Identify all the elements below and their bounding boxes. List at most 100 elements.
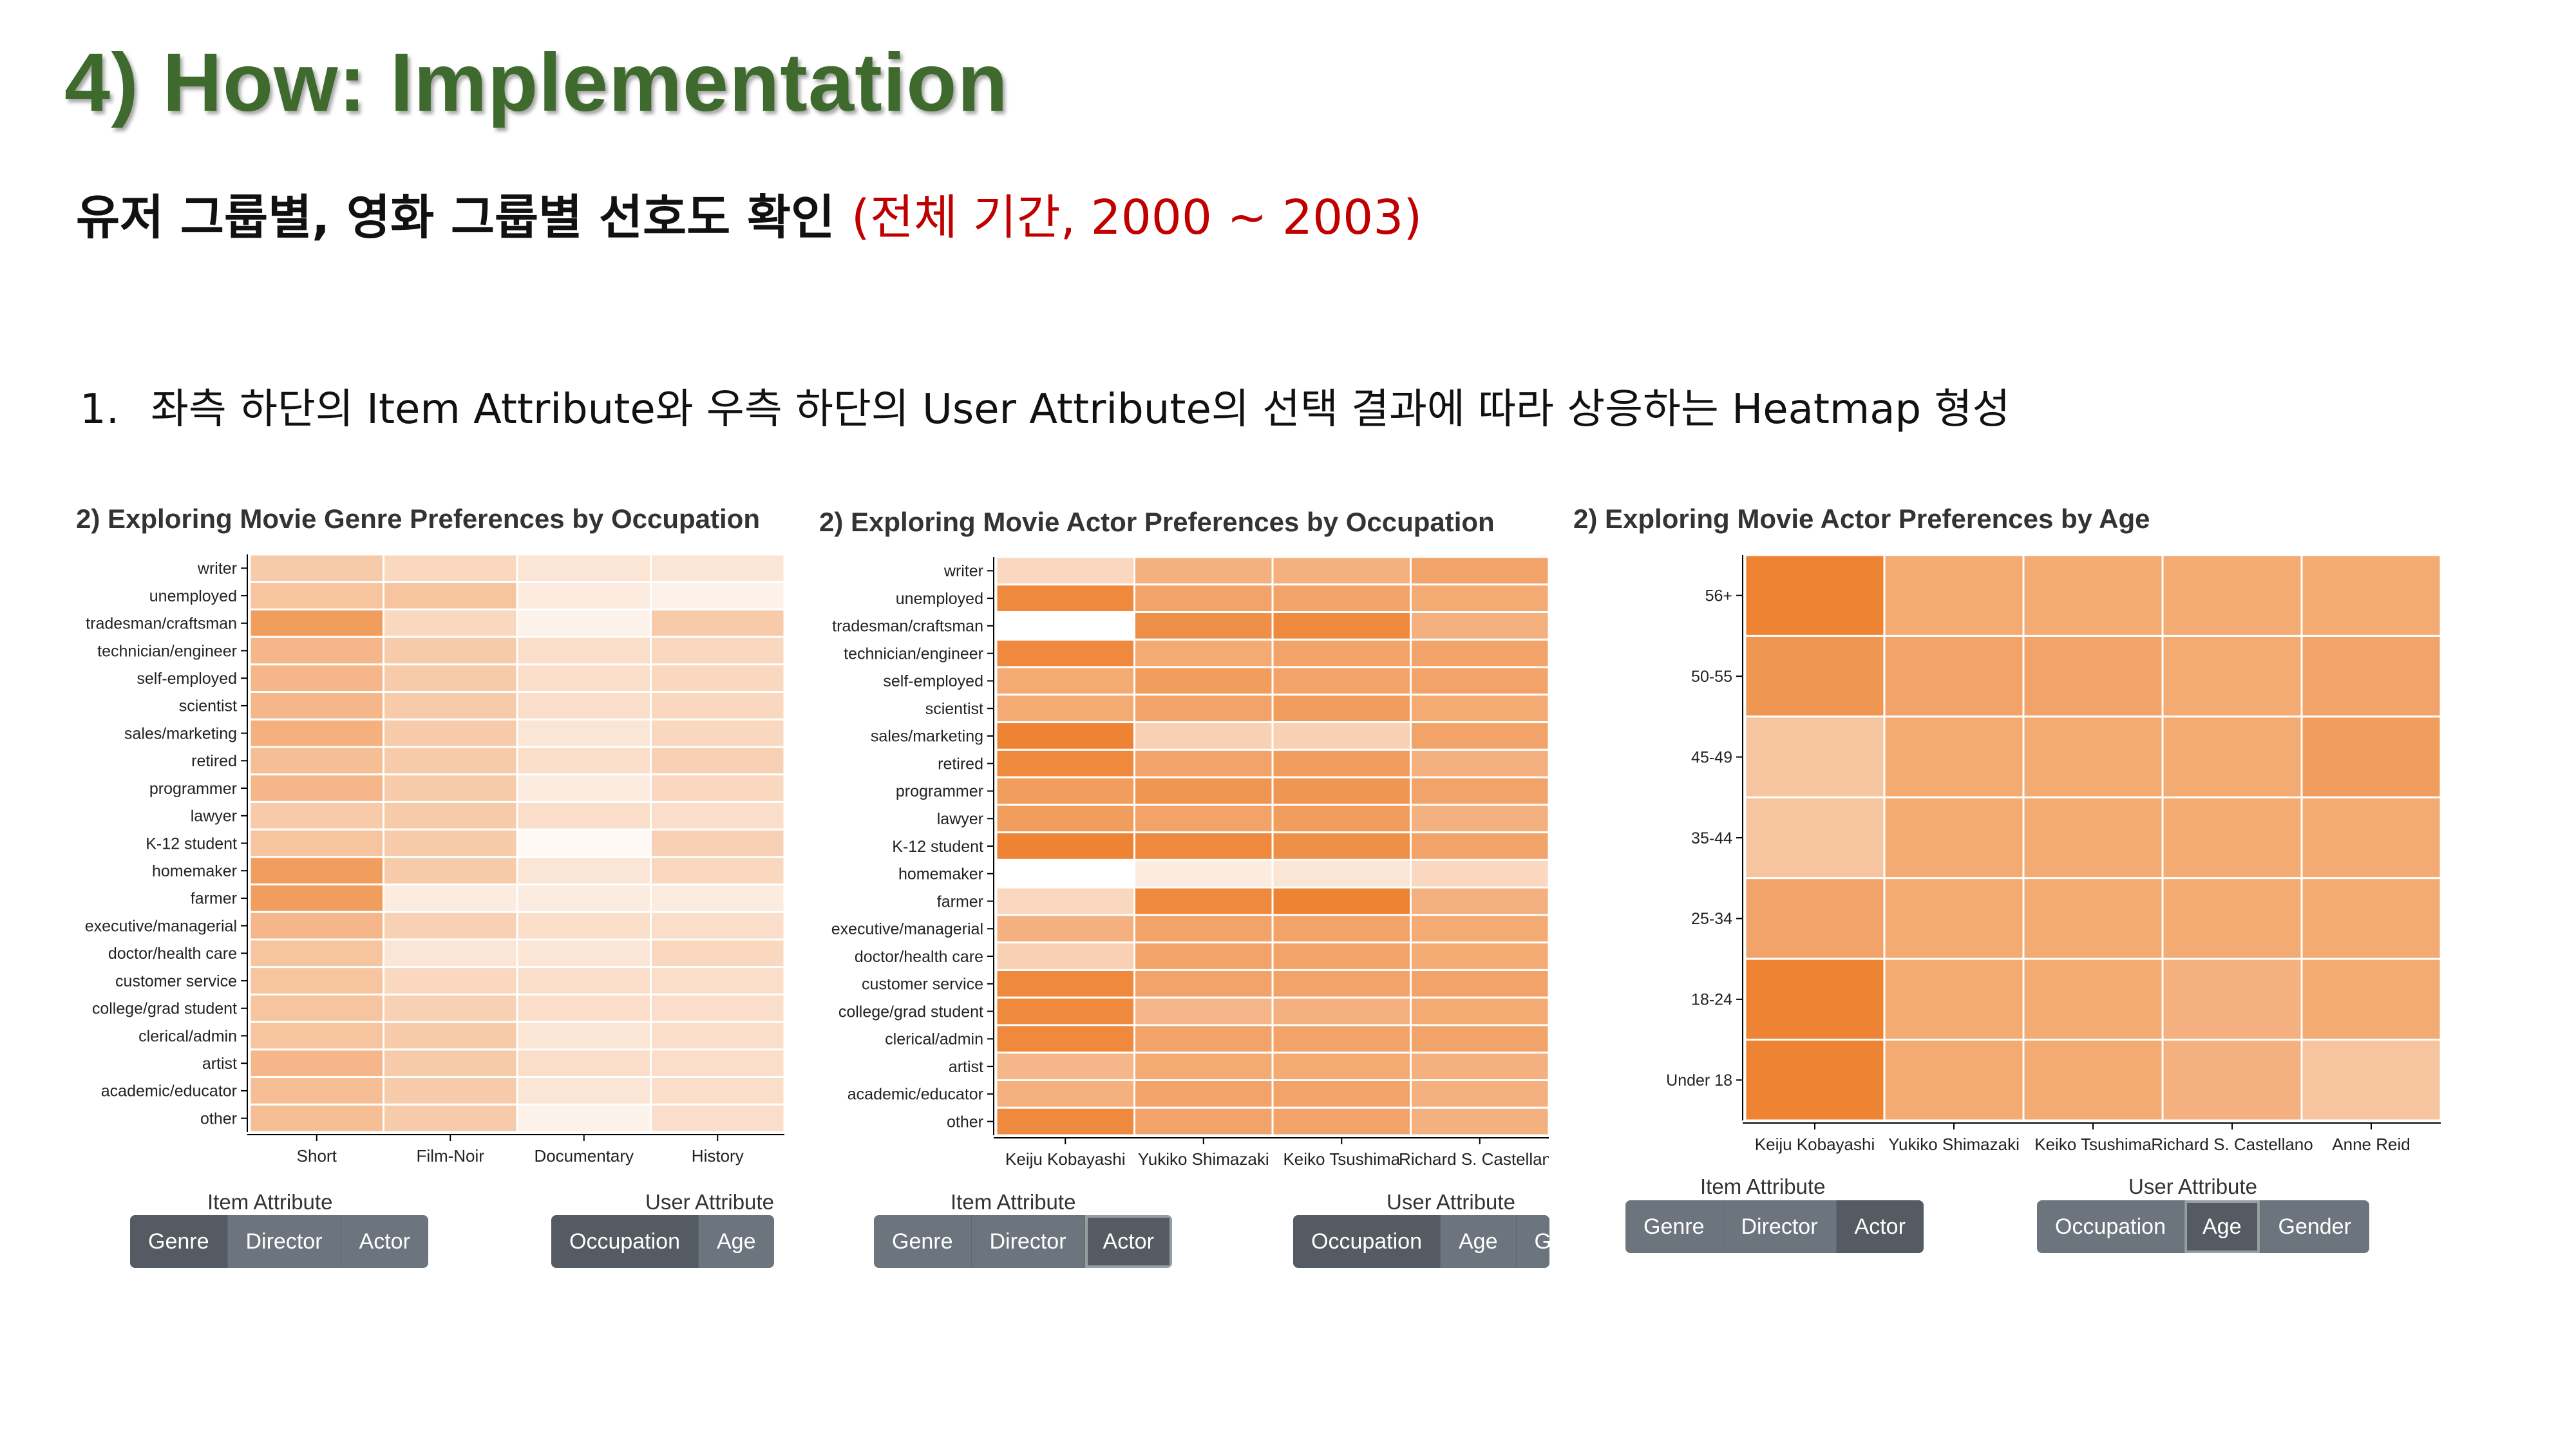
y-tick-label: executive/managerial — [85, 917, 237, 935]
heatmap-actor-age: 56+ 50-55 45-49 35-44 25-34 18-24 Under 18 Keij… — [1666, 554, 2442, 1154]
y-tick-label: other — [200, 1109, 237, 1128]
heatmap-cell — [383, 883, 518, 913]
x-axis-labels: Keiju Kobayashi Yukiko Shimazaki Keiko Tsu… — [1005, 1149, 1558, 1169]
heatmap-cell — [995, 556, 1135, 586]
user-attribute-group: Occupation Age — [551, 1215, 774, 1268]
y-tick-label: 35-44 — [1691, 829, 1732, 847]
heatmap-cell — [1883, 1039, 2025, 1122]
x-tick-label: Keiko Tsushima — [1283, 1149, 1400, 1169]
y-tick-label: unemployed — [896, 590, 983, 608]
subtitle-period: (전체 기간, 2000 ~ 2003) — [851, 190, 1423, 245]
age-button[interactable]: Age — [2184, 1200, 2260, 1253]
heatmap-cell — [249, 1103, 384, 1133]
heatmap-cell — [1744, 634, 1886, 718]
y-tick-label: retired — [191, 752, 237, 770]
heatmap-cell — [249, 883, 384, 913]
x-tick-label: Documentary — [534, 1146, 634, 1166]
heatmap-cell — [2022, 958, 2164, 1041]
heatmap-cell — [516, 856, 652, 886]
y-tick-label: self-employed — [883, 672, 983, 690]
actor-button[interactable]: Actor — [341, 1215, 428, 1268]
director-button[interactable]: Director — [227, 1215, 341, 1268]
actor-button[interactable]: Actor — [1836, 1200, 1924, 1253]
y-tick-label: scientist — [179, 697, 237, 715]
user-attribute-label: User Attribute — [645, 1190, 774, 1214]
y-tick-label: writer — [197, 560, 237, 578]
heatmap-cell — [1133, 1079, 1274, 1109]
heatmap-cell — [1133, 858, 1274, 889]
y-tick-label: writer — [943, 562, 983, 580]
occupation-button[interactable]: Occupation — [551, 1215, 699, 1268]
actor-button[interactable]: Actor — [1084, 1215, 1172, 1268]
genre-button[interactable]: Genre — [874, 1215, 972, 1268]
director-button[interactable]: Director — [1723, 1200, 1837, 1253]
heatmap-cell — [1133, 831, 1274, 861]
item-attribute-label: Item Attribute — [1700, 1175, 1826, 1198]
heatmap-cell — [2300, 1039, 2442, 1122]
occupation-button[interactable]: Occupation — [2037, 1200, 2184, 1253]
heatmap-cell — [516, 966, 652, 996]
gender-button[interactable]: Gender — [2260, 1200, 2369, 1253]
heatmap-cell — [1410, 1024, 1550, 1054]
x-tick-label: Keiju Kobayashi — [1755, 1135, 1875, 1154]
heatmap-cell — [1744, 958, 1886, 1041]
heatmap-cell — [1744, 554, 1886, 637]
heatmap-cell — [2161, 634, 2303, 718]
heatmap-cell — [1410, 968, 1550, 999]
y-tick-label: 25-34 — [1691, 910, 1732, 928]
heatmap-cell — [2300, 958, 2442, 1041]
y-tick-label: doctor/health care — [108, 945, 237, 963]
y-tick-label: Under 18 — [1666, 1072, 1732, 1090]
heatmap-cell — [650, 691, 786, 721]
bullet-text: 좌측 하단의 Item Attribute와 우측 하단의 User Attri… — [151, 386, 2011, 433]
heatmap-cell — [1410, 721, 1550, 751]
x-tick-label: Richard S. Castellano — [1399, 1149, 1558, 1169]
heatmap-cell — [650, 553, 786, 583]
heatmap-cell — [1271, 858, 1412, 889]
y-tick-label: clerical/admin — [885, 1030, 983, 1048]
occupation-button[interactable]: Occupation — [1293, 1215, 1441, 1268]
heatmap-cell — [2300, 796, 2442, 880]
director-button[interactable]: Director — [971, 1215, 1085, 1268]
y-tick-label: college/grad student — [92, 1000, 237, 1018]
y-tick-label: clerical/admin — [138, 1027, 237, 1045]
heatmap-cell — [650, 800, 786, 831]
heatmap-cell — [2022, 554, 2164, 637]
genre-button[interactable]: Genre — [1625, 1200, 1723, 1253]
y-tick-label: self-employed — [137, 670, 237, 688]
x-tick-label: Keiko Tsushima — [2034, 1135, 2152, 1154]
heatmap-cell — [650, 1103, 786, 1133]
heatmap-cell — [1883, 958, 2025, 1041]
heatmap-cell — [2161, 554, 2303, 637]
heatmap-cell — [650, 1021, 786, 1051]
heatmap-cell — [2300, 877, 2442, 960]
heatmap-cell — [2161, 958, 2303, 1041]
y-tick-label: unemployed — [149, 587, 237, 605]
y-tick-label: 45-49 — [1691, 748, 1732, 766]
age-button[interactable]: Age — [699, 1215, 774, 1268]
heatmap-genre-occupation: writer unemployed tradesman/craftsman techn… — [85, 553, 786, 1166]
bullet-number: 1. — [80, 386, 120, 433]
heatmap-cell — [995, 941, 1135, 971]
heatmap-cell — [1133, 638, 1274, 668]
x-tick-label: Anne Reid — [2332, 1135, 2410, 1154]
gender-button[interactable]: Ge — [1516, 1215, 1549, 1268]
y-tick-label: artist — [949, 1058, 983, 1076]
heatmap-cell — [1410, 748, 1550, 779]
heatmap-cells — [249, 553, 786, 1133]
y-tick-label: programmer — [149, 780, 237, 798]
heatmap-cell — [516, 800, 652, 831]
heatmap-cell — [383, 1021, 518, 1051]
y-tick-label: retired — [938, 755, 983, 773]
age-button[interactable]: Age — [1441, 1215, 1517, 1268]
item-attribute-group: Genre Director Actor — [874, 1215, 1172, 1268]
heatmap-cell — [995, 776, 1135, 806]
heatmap-cell — [516, 773, 652, 803]
heatmap-cell — [516, 1076, 652, 1106]
heatmap-cell — [1410, 914, 1550, 944]
heatmap-cell — [1271, 611, 1412, 641]
genre-button[interactable]: Genre — [130, 1215, 228, 1268]
heatmap-cell — [1883, 634, 2025, 718]
y-tick-label: tradesman/craftsman — [832, 618, 983, 636]
heatmap-cell — [2022, 877, 2164, 960]
